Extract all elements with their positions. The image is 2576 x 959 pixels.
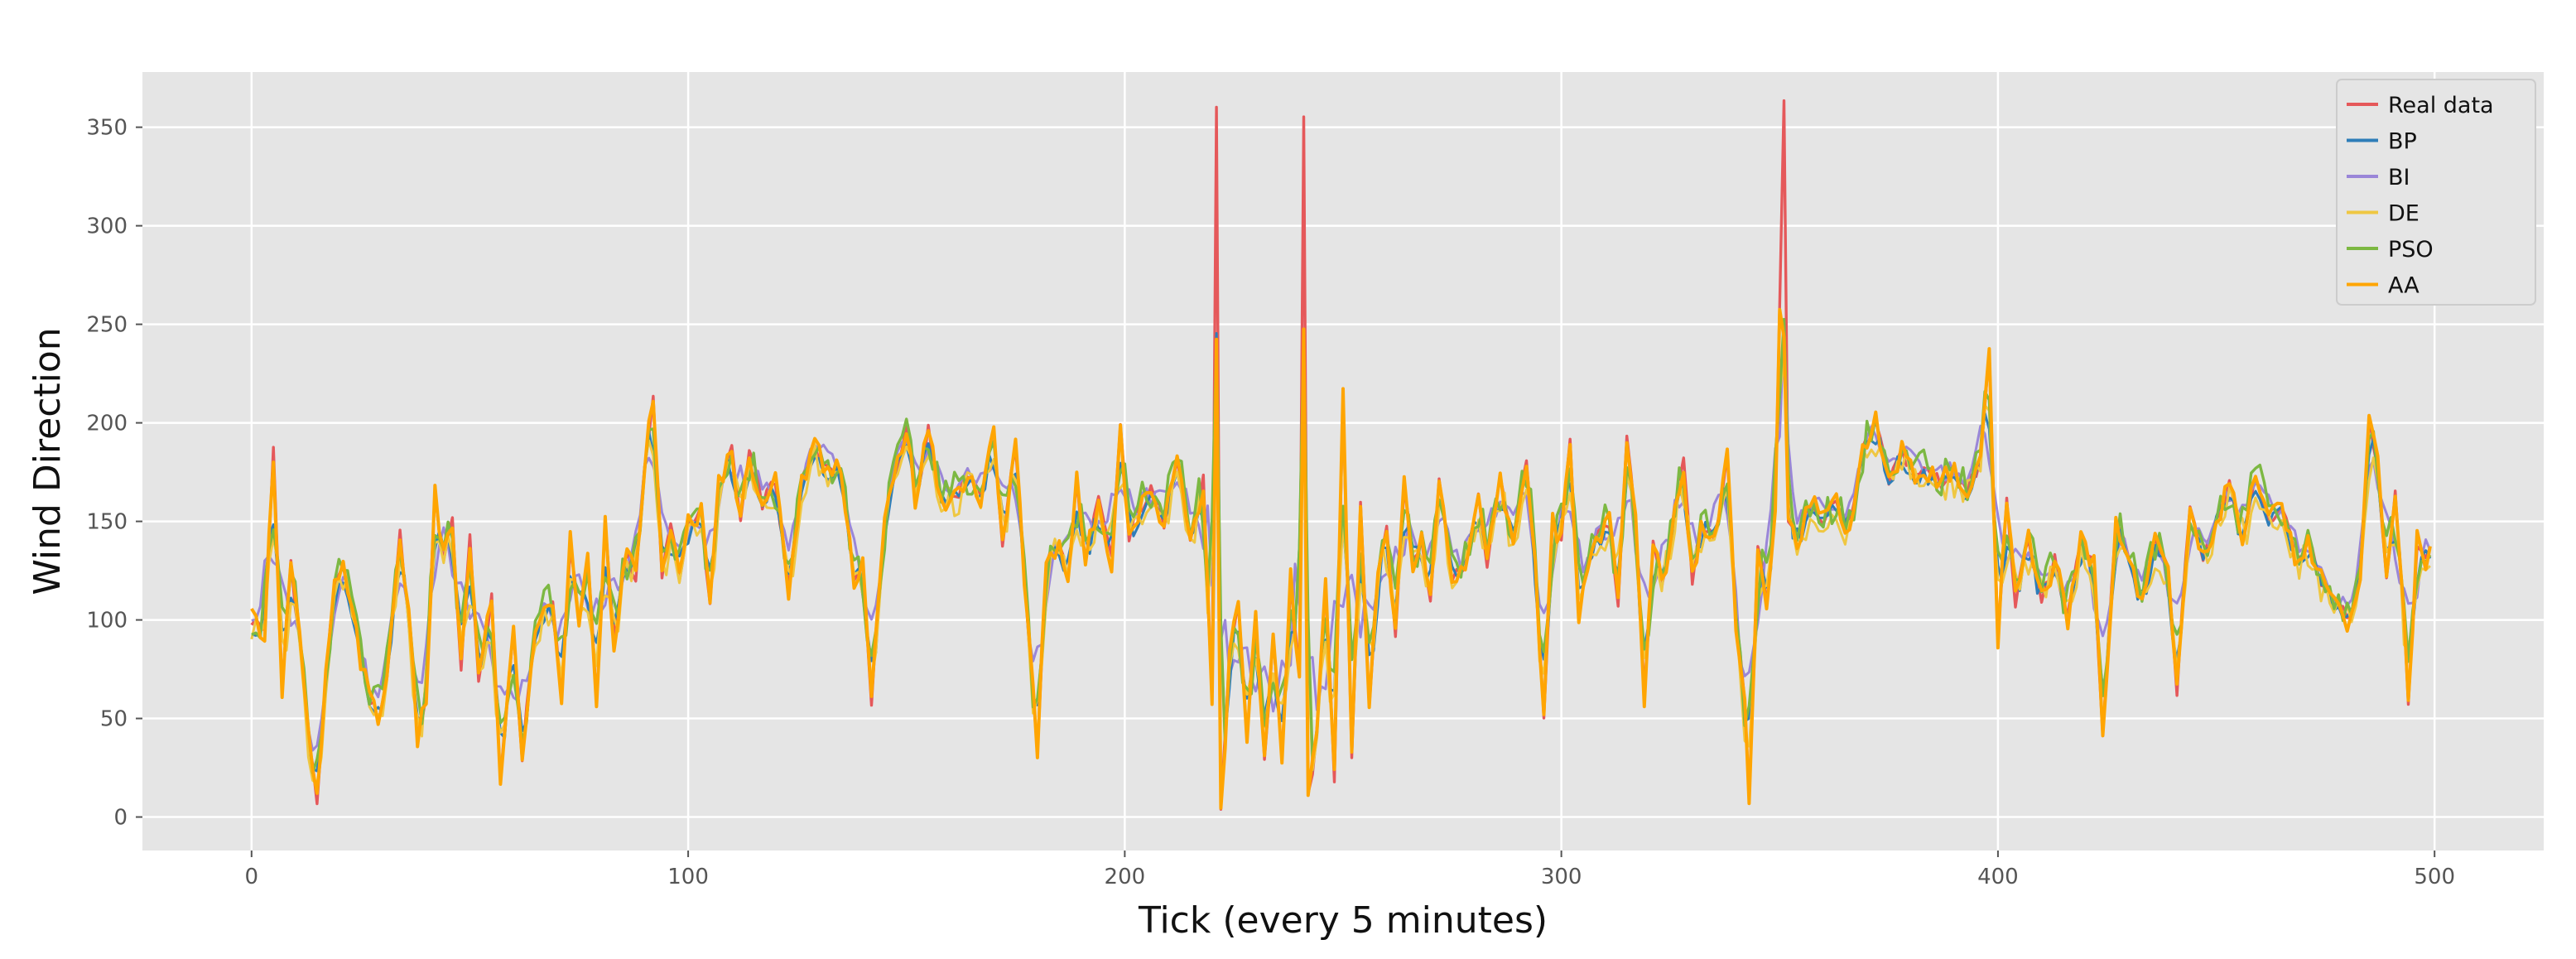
legend-box [2336,79,2536,306]
y-axis-title: Wind Direction [26,327,69,595]
y-axis-ticks: 0 50 100 150 200 250 300 350 [86,116,142,831]
x-tick-label-1: 100 [667,865,709,889]
x-tick-label-4: 400 [1977,865,2019,889]
y-tick-label-7: 350 [86,116,128,141]
y-tick-label-1: 50 [100,707,128,732]
y-tick-label-2: 100 [86,609,128,634]
y-tick-label-5: 250 [86,313,128,338]
x-tick-label-5: 500 [2414,865,2455,889]
legend-label-3: DE [2388,201,2420,227]
x-axis-title: Tick (every 5 minutes) [1138,899,1548,942]
legend-label-2: BI [2388,165,2410,190]
x-tick-label-3: 300 [1541,865,1582,889]
legend: Real data BP BI DE PSO AA [2336,79,2536,306]
y-tick-label-3: 150 [86,510,128,535]
legend-label-0: Real data [2388,93,2494,118]
series-line-aa [250,307,2432,810]
y-tick-label-0: 0 [113,806,128,831]
x-tick-label-0: 0 [245,865,259,889]
legend-label-5: AA [2388,273,2420,299]
x-tick-label-2: 200 [1105,865,1146,889]
x-axis-ticks: 0 100 200 300 400 500 [245,851,2455,889]
y-tick-label-6: 300 [86,214,128,239]
series-line-de [250,340,2431,785]
legend-label-4: PSO [2388,237,2434,263]
y-tick-label-4: 200 [86,412,128,436]
plot-background [142,72,2544,851]
legend-label-1: BP [2388,129,2417,155]
series-lines [250,99,2432,811]
